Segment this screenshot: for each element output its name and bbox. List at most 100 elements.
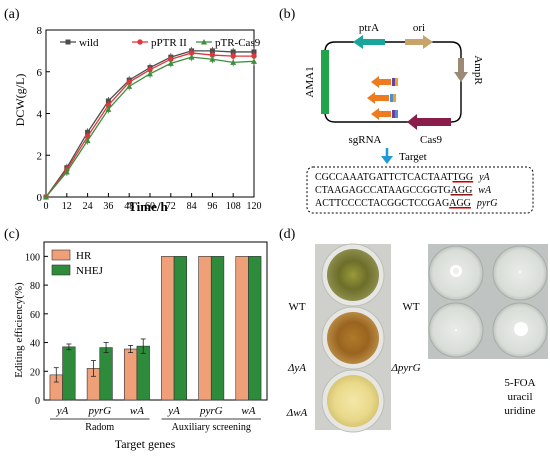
data-point (209, 48, 215, 54)
bar-nhej (136, 345, 150, 401)
x-tick-label: 24 (83, 201, 93, 212)
y-tick-label: 8 (37, 25, 43, 37)
label-wt-left: WT (288, 301, 305, 313)
bar-nhej (210, 256, 225, 401)
panel-c-ylabel: Editing efficiency(%) (13, 282, 25, 378)
plate-wa (321, 369, 385, 433)
x-tick-label: 84 (187, 201, 197, 212)
label-wa: ΔwA (286, 407, 308, 419)
medium-line-1: 5-FOA (504, 377, 535, 389)
data-point (209, 52, 216, 58)
x-tick-label: 120 (247, 201, 262, 212)
data-point (147, 66, 153, 73)
legend-label: HR (76, 250, 92, 262)
sequence-prefix: ACTTCCCCTACGGCTCCGAG (315, 198, 449, 209)
data-point (167, 60, 174, 66)
ampR-label: AmpR (472, 55, 484, 85)
panel-b-plasmid-diagram: (b) AMA1 ptrA ori AmpR Cas9 sgRNA Target… (279, 7, 534, 214)
data-point (251, 58, 257, 64)
legend-label: wild (79, 37, 99, 49)
x-tick-label: 60 (145, 201, 155, 212)
medium-line-3: uridine (504, 405, 535, 417)
y-tick-label: 2 (37, 150, 43, 162)
sequence-pam: TGG (453, 172, 474, 183)
data-point (168, 56, 174, 62)
ori-label: ori (413, 22, 425, 34)
sequence-prefix: CGCCAAATGATTCTCACTAAT (315, 172, 453, 183)
panel-c-editing-chart: (c) Editing efficiency(%) 0 20 40 60 80 100 y… (4, 227, 268, 451)
ampR-element (454, 58, 468, 82)
data-point (251, 53, 257, 59)
category-label: pyrG (87, 405, 111, 417)
legend-label: pPTR II (151, 37, 187, 49)
y-tick-label: 40 (30, 339, 40, 350)
sequence-pam: AGG (451, 185, 473, 196)
panel-d-plate-photos: (d) WT ΔyA ΔwA WT ΔpyrG 5-FOA uracil uri… (279, 227, 548, 433)
legend-label: NHEJ (76, 265, 104, 277)
bar-nhej (62, 346, 76, 401)
panel-d-label: (d) (279, 227, 296, 242)
cas9-label: Cas9 (420, 134, 443, 146)
data-point (85, 129, 91, 135)
data-point (147, 70, 153, 77)
target-arrow-head (381, 156, 393, 164)
sequence-list: CGCCAAATGATTCTCACTAATTGG yA CTAAGAGCCATAAG… (315, 172, 497, 209)
data-point (230, 53, 236, 59)
y-tick-label: 0 (35, 396, 40, 407)
sequence-gene: pyrG (476, 198, 498, 209)
y-tick-label: 20 (30, 367, 40, 378)
data-point (63, 168, 70, 175)
label-wt-right: WT (402, 301, 419, 313)
y-tick-label: 100 (25, 252, 40, 263)
data-point (84, 137, 91, 144)
panel-c-label: (c) (4, 227, 20, 242)
data-point (230, 59, 237, 65)
category-label: yA (56, 405, 69, 417)
sequence-prefix: CTAAGAGCCATAAGCCGGTG (315, 185, 451, 196)
x-tick-label: 12 (62, 201, 72, 212)
legend-label: pTR-Cas9 (215, 37, 261, 49)
data-point (209, 56, 216, 62)
data-point (105, 106, 112, 112)
data-point (230, 49, 236, 55)
bar-nhej (248, 256, 262, 401)
data-point (126, 83, 133, 89)
category-label: pyrG (199, 405, 223, 417)
plate-wt-left (321, 243, 385, 307)
plate-wt-right-2 (492, 245, 548, 301)
target-label: Target (399, 151, 427, 163)
bar-hr (235, 256, 249, 401)
data-point (126, 79, 132, 85)
sequence-box (306, 166, 534, 214)
label-pyrg: ΔpyrG (390, 362, 420, 374)
y-tick-label: 0 (37, 192, 43, 204)
ptrA-label: ptrA (359, 22, 379, 34)
data-point (251, 49, 257, 55)
bar-nhej (99, 347, 113, 401)
panel-a-ylabel: DCW(g/L) (13, 74, 27, 127)
y-tick-label: 6 (37, 67, 43, 79)
legend-swatch (51, 249, 71, 261)
bar-hr (161, 256, 175, 401)
sequence-line: ACTTCCCCTACGGCTCCGAGAGG pyrG (315, 198, 497, 209)
plate-wt-right-1 (428, 245, 484, 301)
plate-pyrg-1 (428, 302, 484, 358)
category-label: wA (130, 405, 144, 417)
data-point (188, 50, 195, 56)
sequence-line: CTAAGAGCCATAAGCCGGTGAGG wA (315, 185, 492, 196)
group-label: Radom (85, 422, 114, 433)
legend-swatch (51, 264, 71, 276)
bar-hr (123, 348, 138, 401)
x-tick-label: 36 (103, 201, 113, 212)
y-tick-label: 80 (30, 281, 40, 292)
bar-nhej (173, 256, 188, 401)
panel-c-xlabel: Target genes (115, 437, 176, 451)
panel-b-label: (b) (279, 7, 296, 22)
x-tick-label: 48 (124, 201, 134, 212)
panel-a-label: (a) (4, 7, 20, 22)
legend-marker (201, 39, 207, 45)
sgrna-label: sgRNA (348, 134, 381, 146)
x-tick-label: 0 (44, 201, 49, 212)
sequence-gene: yA (478, 172, 490, 183)
